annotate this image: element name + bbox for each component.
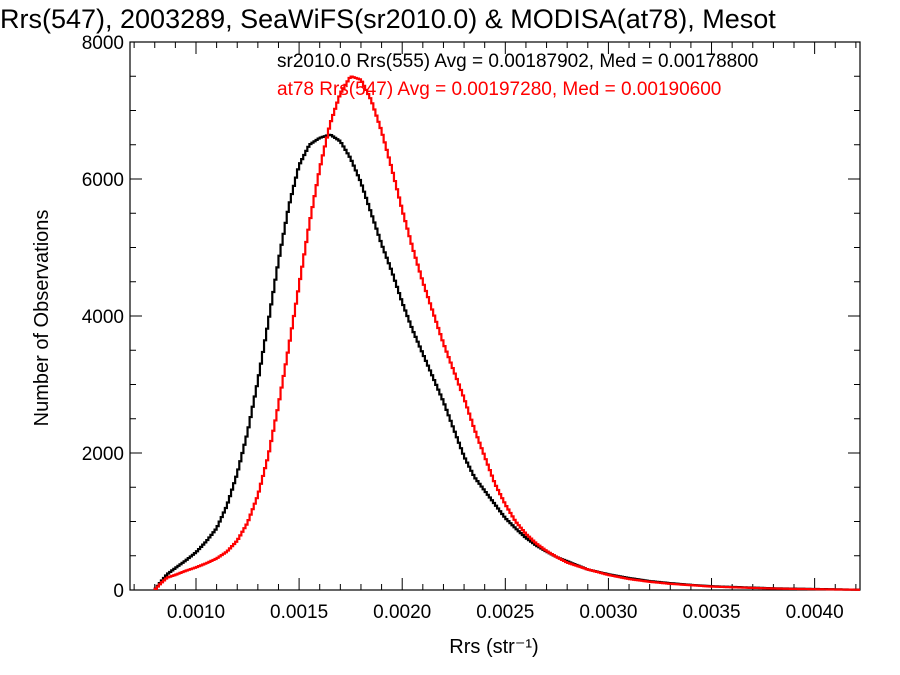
x-tick-label: 0.0020 <box>373 602 431 623</box>
x-tick-label: 0.0015 <box>270 602 328 623</box>
x-tick-label: 0.0035 <box>682 602 740 623</box>
plot-frame <box>129 41 861 591</box>
series-red-histogram <box>153 75 860 591</box>
y-axis-label: Number of Observations <box>31 210 53 427</box>
x-tick-label: 0.0025 <box>476 602 534 623</box>
chart-title: Rrs(547), 2003289, SeaWiFS(sr2010.0) & M… <box>0 4 776 34</box>
y-tick-label: 2000 <box>82 444 124 465</box>
x-tick-label: 0.0040 <box>786 602 844 623</box>
y-tick-label: 8000 <box>82 33 124 54</box>
y-tick-label: 0 <box>113 581 124 602</box>
x-tick-label: 0.0010 <box>167 602 225 623</box>
x-tick-label: 0.0030 <box>579 602 637 623</box>
legend-entry-black: sr2010.0 Rrs(555) Avg = 0.00187902, Med … <box>277 51 758 72</box>
x-axis-label: Rrs (str⁻¹) <box>449 636 538 658</box>
y-tick-label: 4000 <box>82 307 124 328</box>
y-tick-label: 6000 <box>82 170 124 191</box>
plot-area: 0.0010 0.0015 0.0020 0.0025 0.0030 0.0035 0.00… <box>82 33 861 623</box>
legend-entry-red: at78 Rrs(547) Avg = 0.00197280, Med = 0.… <box>277 79 721 100</box>
series-black-histogram <box>153 133 860 591</box>
